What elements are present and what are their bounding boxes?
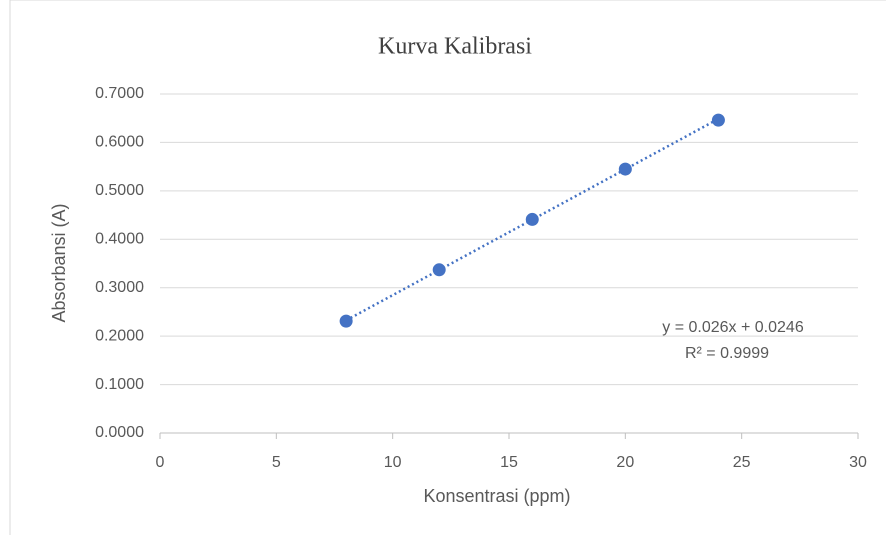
x-tick-label: 15 — [500, 454, 518, 471]
y-tick-label: 0.5000 — [95, 182, 144, 199]
x-tick-label: 20 — [616, 454, 634, 471]
y-tick-label: 0.6000 — [95, 134, 144, 151]
y-tick-label: 0.1000 — [95, 376, 144, 393]
trendline-equation: y = 0.026x + 0.0246 — [662, 319, 804, 336]
data-point — [618, 162, 632, 176]
x-tick-label: 25 — [733, 454, 751, 471]
data-point — [711, 113, 725, 127]
x-tick-label: 5 — [272, 454, 281, 471]
x-tick-label: 10 — [384, 454, 402, 471]
y-tick-label: 0.4000 — [95, 231, 144, 248]
y-axis-label: Absorbansi (A) — [49, 203, 69, 322]
y-tick-label: 0.2000 — [95, 327, 144, 344]
data-point — [339, 314, 353, 328]
chart-title: Kurva Kalibrasi — [378, 34, 532, 60]
y-tick-label: 0.3000 — [95, 279, 144, 296]
y-tick-label: 0.7000 — [95, 85, 144, 102]
chart-frame — [9, 0, 886, 535]
data-point — [525, 212, 539, 226]
x-tick-label: 0 — [156, 454, 165, 471]
data-point — [432, 263, 446, 277]
x-axis-label: Konsentrasi (ppm) — [423, 486, 570, 506]
trendline-r2: R² = 0.9999 — [685, 345, 769, 362]
y-tick-label: 0.0000 — [95, 424, 144, 441]
x-tick-label: 30 — [849, 454, 867, 471]
